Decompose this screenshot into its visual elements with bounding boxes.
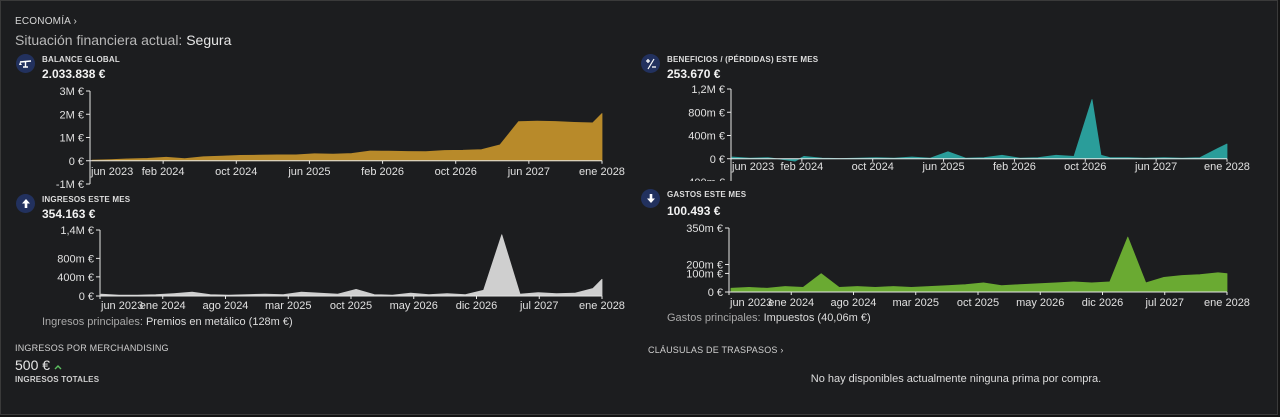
transfer-clauses-link[interactable]: CLÁUSULAS DE TRASPASOS › — [648, 345, 784, 355]
expenses-x-tick-label: may 2026 — [1016, 297, 1064, 309]
income-x-tick-label: jul 2027 — [519, 300, 559, 312]
financial-status: Situación financiera actual: Segura — [15, 32, 231, 48]
income-main-label: Ingresos principales: — [42, 316, 143, 328]
merch-subtitle: INGRESOS TOTALES — [15, 375, 100, 384]
arrow-up-icon — [16, 194, 35, 213]
financial-status-value: Segura — [186, 32, 232, 48]
merch-value: 500 € — [15, 357, 51, 373]
profit-title: BENEFICIOS / (PÉRDIDAS) ESTE MES — [667, 55, 819, 64]
expenses-x-tick-label: jun 2023 — [729, 297, 772, 309]
arrow-down-icon — [641, 189, 660, 208]
profit-x-tick-label: jun 2027 — [1134, 161, 1177, 173]
no-bonus-message: No hay disponibles actualmente ninguna p… — [810, 373, 1102, 385]
expenses-x-tick-label: jul 2027 — [1144, 297, 1184, 309]
expenses-y-tick-label: 100m € — [686, 268, 723, 280]
balance-x-tick-label: feb 2024 — [142, 166, 185, 178]
balance-scale-icon — [16, 54, 35, 73]
profit-y-tick-label: 400m € — [688, 131, 725, 143]
expenses-y-tick-label: 0 € — [708, 287, 723, 299]
expenses-x-tick-label: mar 2025 — [893, 297, 939, 309]
income-x-tick-label: ene 2024 — [140, 300, 186, 312]
balance-x-tick-label: jun 2023 — [90, 166, 133, 178]
profit-series-area — [731, 99, 1228, 162]
chevron-up-icon — [54, 357, 62, 373]
expenses-title: GASTOS ESTE MES — [667, 190, 747, 199]
balance-value: 2.033.838 € — [42, 67, 106, 81]
income-x-tick-label: may 2026 — [390, 300, 438, 312]
plus-minus-icon — [641, 54, 660, 73]
balance-y-tick-label: 3M € — [60, 86, 84, 98]
income-y-tick-label: 800m € — [57, 253, 94, 265]
financial-status-label: Situación financiera actual: — [15, 32, 183, 48]
expenses-value: 100.493 € — [667, 204, 721, 218]
balance-y-tick-label: 1M € — [60, 133, 84, 145]
income-value: 354.163 € — [42, 207, 96, 221]
income-x-tick-label: oct 2025 — [330, 300, 372, 312]
expenses-main-label: Gastos principales: — [667, 312, 761, 324]
chevron-right-icon: › — [780, 345, 784, 355]
merch-title: INGRESOS POR MERCHANDISING — [15, 343, 169, 353]
profit-chart: 1,2M € 800m € 400m € 0 € -400m € jun 2023 feb … — [685, 84, 1250, 181]
balance-x-tick-label: feb 2026 — [361, 166, 404, 178]
profit-value: 253.670 € — [667, 67, 721, 81]
breadcrumb[interactable]: ECONOMÍA › — [15, 16, 77, 27]
income-title: INGRESOS ESTE MES — [42, 195, 131, 204]
profit-x-tick-label: jun 2025 — [921, 161, 964, 173]
balance-x-tick-label: oct 2026 — [435, 166, 477, 178]
expenses-main-value: Impuestos (40,06m €) — [763, 312, 871, 324]
expenses-x-tick-label: dic 2026 — [1082, 297, 1124, 309]
profit-x-tick-label: oct 2024 — [852, 161, 894, 173]
balance-series-area — [91, 113, 603, 162]
income-y-tick-label: 0 € — [79, 291, 94, 303]
profit-x-tick-label: oct 2026 — [1064, 161, 1106, 173]
expenses-y-tick-label: 350m € — [686, 223, 723, 235]
profit-x-tick-label: feb 2026 — [993, 161, 1036, 173]
profit-y-tick-label: 800m € — [688, 107, 725, 119]
profit-y-tick-label: -400m € — [685, 177, 725, 181]
profit-x-tick-label: jun 2023 — [731, 161, 774, 173]
income-x-tick-label: jun 2023 — [100, 300, 143, 312]
income-x-tick-label: ago 2024 — [203, 300, 249, 312]
expenses-x-tick-label: ene 2024 — [768, 297, 814, 309]
expenses-series-area — [730, 236, 1228, 293]
income-series-area — [100, 234, 603, 297]
expenses-y-tick-label: 200m € — [686, 259, 723, 271]
transfer-clauses-title[interactable]: CLÁUSULAS DE TRASPASOS — [648, 345, 778, 355]
income-x-tick-label: dic 2026 — [456, 300, 498, 312]
balance-x-tick-label: ene 2028 — [579, 166, 625, 178]
income-x-tick-label: mar 2025 — [265, 300, 311, 312]
income-y-tick-label: 1,4M € — [60, 225, 94, 237]
income-x-tick-label: ene 2028 — [579, 300, 625, 312]
profit-y-tick-label: 0 € — [710, 154, 725, 166]
expenses-main-source: Gastos principales: Impuestos (40,06m €) — [667, 312, 871, 324]
balance-y-tick-label: -1M € — [56, 179, 84, 191]
expenses-x-tick-label: ago 2024 — [831, 297, 877, 309]
balance-title: BALANCE GLOBAL — [42, 55, 120, 64]
balance-chart: 3M € 2M € 1M € 0 € -1M € jun 2023 feb 2024 oct … — [56, 86, 625, 191]
balance-y-tick-label: 2M € — [60, 109, 84, 121]
chevron-right-icon: › — [73, 16, 78, 27]
balance-x-tick-label: oct 2024 — [215, 166, 257, 178]
income-y-tick-label: 400m € — [57, 272, 94, 284]
income-main-source: Ingresos principales: Premios en metálic… — [42, 316, 293, 328]
expenses-x-tick-label: ene 2028 — [1204, 297, 1250, 309]
balance-x-tick-label: jun 2027 — [507, 166, 550, 178]
breadcrumb-label[interactable]: ECONOMÍA — [15, 16, 71, 27]
income-main-value: Premios en metálico (128m €) — [145, 316, 293, 328]
merch-value-row: 500 € — [15, 357, 62, 373]
balance-y-tick-label: 0 € — [69, 156, 84, 168]
balance-x-tick-label: jun 2025 — [287, 166, 330, 178]
expenses-x-tick-label: oct 2025 — [957, 297, 999, 309]
profit-x-tick-label: feb 2024 — [780, 161, 823, 173]
profit-y-tick-label: 1,2M € — [691, 84, 725, 96]
profit-x-tick-label: ene 2028 — [1204, 161, 1250, 173]
